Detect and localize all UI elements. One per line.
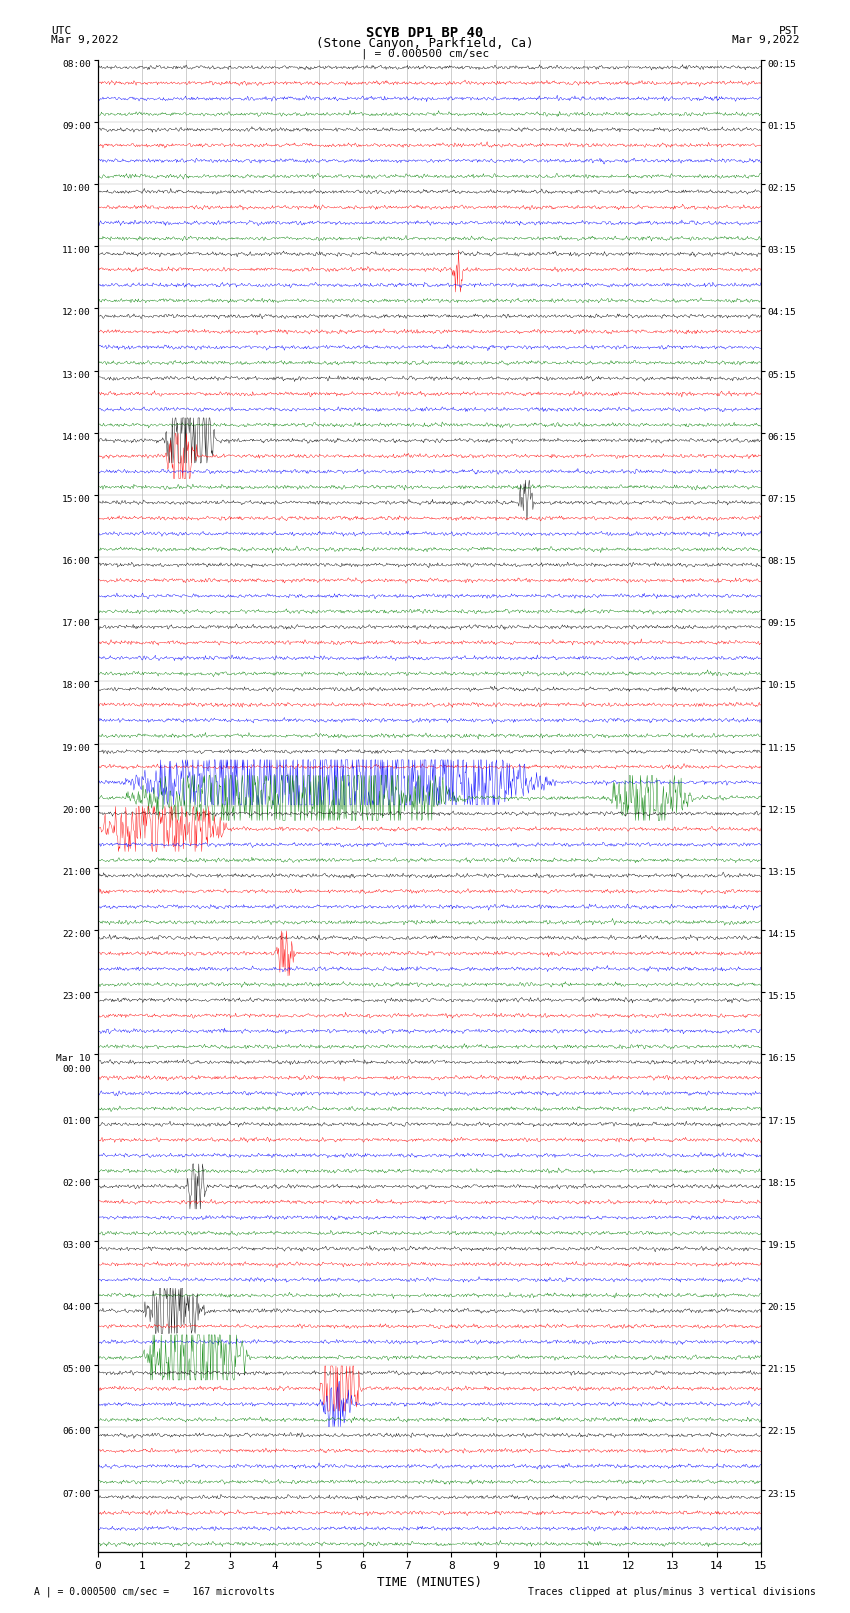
Text: | = 0.000500 cm/sec: | = 0.000500 cm/sec — [361, 48, 489, 60]
Text: SCYB DP1 BP 40: SCYB DP1 BP 40 — [366, 26, 484, 40]
Text: A | = 0.000500 cm/sec =    167 microvolts: A | = 0.000500 cm/sec = 167 microvolts — [34, 1586, 275, 1597]
Text: (Stone Canyon, Parkfield, Ca): (Stone Canyon, Parkfield, Ca) — [316, 37, 534, 50]
Text: UTC: UTC — [51, 26, 71, 35]
X-axis label: TIME (MINUTES): TIME (MINUTES) — [377, 1576, 482, 1589]
Text: Traces clipped at plus/minus 3 vertical divisions: Traces clipped at plus/minus 3 vertical … — [528, 1587, 816, 1597]
Text: Mar 9,2022: Mar 9,2022 — [51, 35, 118, 45]
Text: Mar 9,2022: Mar 9,2022 — [732, 35, 799, 45]
Text: PST: PST — [779, 26, 799, 35]
